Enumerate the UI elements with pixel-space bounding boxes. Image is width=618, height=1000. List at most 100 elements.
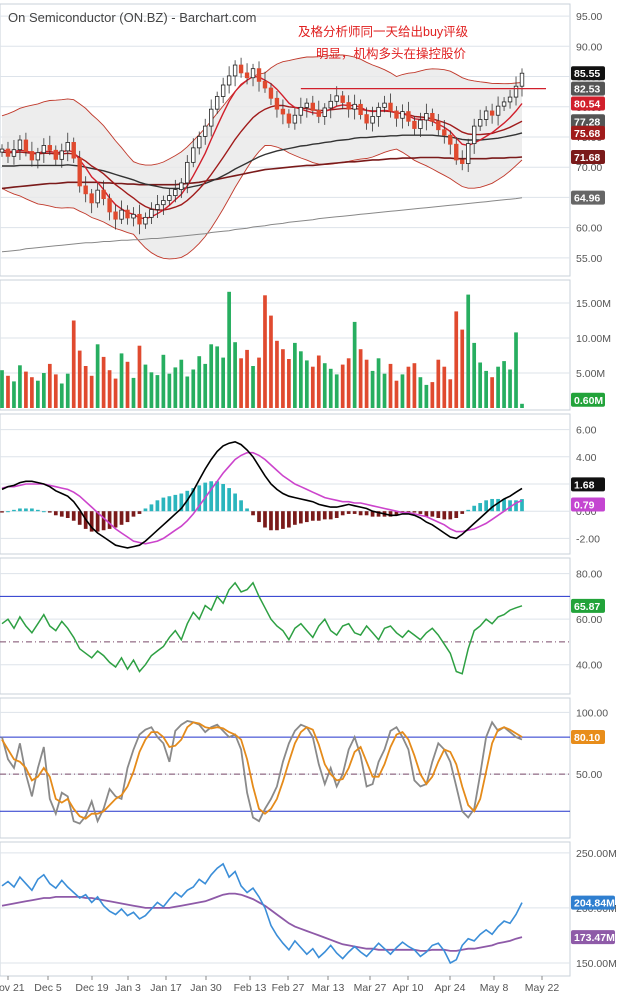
obv-line [1, 862, 523, 965]
candle-body [376, 106, 381, 117]
macd-histogram-bar [514, 500, 518, 512]
macd-histogram-bar [520, 499, 524, 512]
candle-body [466, 143, 471, 164]
volume-bar [281, 349, 285, 408]
volume-bar [95, 344, 100, 408]
macd-histogram-bar [424, 511, 429, 517]
x-tick-label: Feb 13 [234, 982, 267, 994]
price-panel-frame [0, 3, 571, 277]
volume-bar [251, 366, 255, 408]
candle-body [41, 145, 47, 154]
macd-histogram-bar [328, 511, 333, 520]
x-tick-label: Jan 17 [150, 982, 182, 994]
candle-body [89, 193, 94, 204]
macd-histogram-bar [71, 511, 76, 521]
volume-bar [334, 374, 339, 408]
bollinger-upper-line [1, 54, 523, 166]
candle-body [352, 103, 357, 110]
macd-histogram-bar [215, 481, 220, 512]
y-tick-label: -2.00 [576, 533, 600, 545]
stochastic-panel: 50.00 100.00 80.10 [0, 697, 608, 839]
macd-histogram-bar [41, 511, 46, 513]
candle-body [83, 185, 88, 195]
macd-histogram-bar [376, 511, 381, 517]
x-tick-label: Apr 24 [435, 982, 466, 994]
value-badge-text: 75.68 [574, 128, 600, 140]
value-badge-text: 64.96 [574, 193, 600, 205]
macd-histogram-bar [430, 511, 435, 517]
macd-histogram-bar [263, 511, 267, 528]
volume-bar [460, 329, 465, 408]
candle-body [412, 120, 417, 129]
y-tick-label: 50.00 [576, 769, 602, 781]
value-badge [571, 114, 605, 129]
volume-bar [101, 356, 106, 408]
macd-histogram-bar [47, 511, 52, 513]
macd-histogram-bar [107, 511, 112, 529]
value-badge-text: 82.53 [574, 84, 600, 96]
candle-body [442, 129, 447, 136]
rsi-line [1, 581, 523, 675]
value-badge-text: 65.87 [574, 601, 600, 613]
candle-body [77, 157, 82, 187]
candle-body [460, 159, 465, 164]
volume-panel-frame [0, 279, 571, 411]
macd-histogram-bar [293, 511, 297, 525]
y-tick-label: 95.00 [576, 11, 602, 23]
candle-body [197, 135, 202, 149]
macd-histogram-bar [418, 511, 423, 514]
macd-histogram-bar [316, 511, 321, 521]
value-badge [571, 930, 615, 945]
volume-bar [520, 403, 524, 408]
rsi-panel: 40.00 60.00 80.00 65.87 [0, 557, 605, 695]
volume-bar [65, 373, 70, 408]
volume-bar [119, 353, 124, 408]
candle-body [322, 107, 327, 117]
stochastic-panel-frame [0, 697, 571, 839]
value-badge [571, 81, 605, 96]
candle-body [292, 114, 298, 124]
macd-histogram-bar [131, 511, 136, 517]
volume-bar [346, 358, 351, 408]
candle-body [125, 209, 130, 219]
volume-bar [430, 382, 435, 408]
y-tick-label: 60.00 [576, 614, 602, 626]
volume-bar [406, 366, 411, 408]
macd-histogram-bar [490, 498, 494, 512]
macd-histogram-bar [113, 511, 118, 528]
candle-body [226, 75, 232, 86]
volume-bar [245, 349, 249, 408]
value-badge [571, 477, 605, 492]
candle-body [35, 152, 41, 161]
volume-bar [137, 345, 142, 408]
x-tick-label: Apr 10 [393, 982, 424, 994]
volume-bar [418, 377, 423, 408]
obv-badges: 204.84M 173.47M [571, 895, 615, 945]
x-tick-label: Jan 3 [115, 982, 141, 994]
macd-histogram-bar [167, 496, 172, 512]
macd-histogram-bar [310, 511, 315, 521]
macd-histogram [0, 481, 524, 532]
candle-body [483, 110, 489, 120]
candle-body [71, 142, 76, 159]
x-tick-label: May 22 [525, 982, 560, 994]
macd-histogram-bar [472, 505, 477, 512]
candle-body [262, 80, 268, 89]
x-tick-label: Mar 27 [354, 982, 387, 994]
volume-bar [490, 377, 494, 408]
candle-body [448, 134, 453, 145]
volume-bar [47, 363, 52, 408]
value-badge-text: 0.79 [574, 499, 595, 511]
macd-histogram-bar [460, 511, 465, 514]
volume-bar [514, 332, 518, 408]
candle-body [286, 113, 292, 124]
candle-body [454, 143, 459, 161]
volume-panel: 5.00M 10.00M 15.00M 0.60M [0, 279, 611, 411]
volume-bar [24, 371, 28, 408]
rsi-y-axis: 40.00 60.00 80.00 [576, 569, 602, 672]
candle-body [495, 105, 501, 116]
volume-bar [436, 359, 441, 408]
volume-bar [233, 342, 237, 408]
candle-body [220, 84, 226, 97]
